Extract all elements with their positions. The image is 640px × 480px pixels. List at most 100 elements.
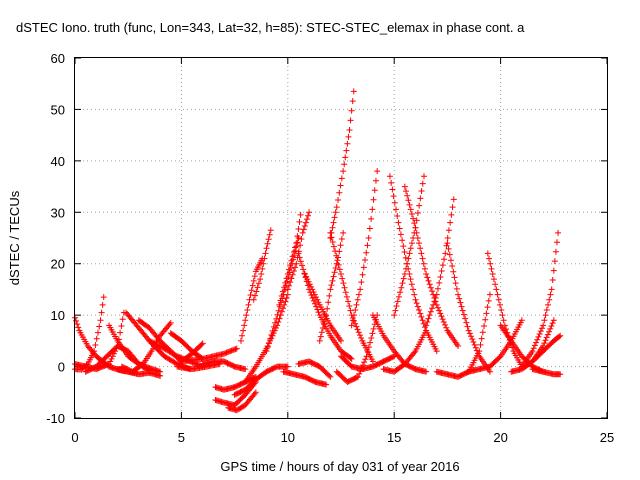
data-point: [264, 240, 271, 247]
data-point: [320, 320, 327, 327]
data-point: [465, 327, 472, 334]
data-point: [458, 303, 465, 310]
data-point: [462, 315, 469, 322]
data-point: [327, 235, 334, 241]
data-point: [324, 305, 331, 312]
data-point: [444, 235, 451, 241]
data-point: [354, 296, 361, 303]
data-point: [303, 273, 310, 280]
data-point: [273, 315, 280, 322]
data-point: [484, 250, 491, 257]
data-point: [199, 340, 206, 347]
data-point: [286, 282, 293, 289]
data-point: [349, 98, 356, 105]
data-point: [252, 389, 259, 396]
data-point: [540, 322, 547, 329]
data-point: [490, 276, 497, 283]
data-point: [251, 390, 258, 397]
data-point: [359, 362, 366, 369]
data-point: [417, 310, 424, 317]
data-point: [550, 317, 557, 324]
data-point: [455, 291, 462, 298]
data-point: [267, 227, 274, 234]
data-point: [439, 316, 446, 323]
data-point: [418, 250, 425, 257]
data-point: [401, 248, 408, 255]
data-point: [106, 361, 113, 367]
data-point: [310, 289, 317, 295]
data-point: [332, 265, 339, 271]
data-point: [318, 329, 325, 336]
data-point: [97, 317, 104, 324]
x-tick-label: 25: [600, 430, 614, 445]
data-point: [408, 240, 415, 247]
data-point: [404, 260, 411, 267]
data-point: [410, 215, 417, 222]
x-tick-label: 0: [71, 430, 78, 445]
data-point: [485, 297, 492, 304]
data-point: [293, 240, 300, 247]
data-point: [305, 212, 312, 219]
data-point: [257, 276, 264, 283]
data-point: [254, 284, 261, 291]
data-point: [361, 359, 368, 366]
data-point: [330, 243, 337, 250]
data-point: [464, 323, 471, 330]
data-point: [250, 296, 257, 303]
data-point: [290, 248, 297, 255]
data-point: [242, 366, 249, 373]
x-tick-label: 5: [178, 430, 185, 445]
data-point: [297, 258, 304, 265]
data-point: [337, 242, 344, 249]
data-point: [451, 274, 458, 281]
data-point: [275, 307, 282, 314]
data-point: [327, 229, 334, 236]
data-point: [353, 301, 360, 308]
data-point: [424, 274, 431, 281]
data-point: [489, 271, 496, 277]
data-point: [439, 262, 446, 269]
data-point: [237, 337, 244, 344]
series-35: [369, 312, 430, 375]
series-32: [333, 312, 381, 385]
data-point: [460, 311, 467, 318]
data-point: [75, 324, 82, 331]
data-point: [298, 262, 305, 269]
data-point: [425, 315, 432, 322]
data-point: [547, 325, 554, 332]
data-point: [359, 271, 366, 278]
data-point: [390, 193, 397, 200]
data-point: [393, 206, 400, 213]
data-point: [239, 332, 246, 339]
data-point: [329, 224, 336, 231]
data-point: [394, 298, 401, 305]
data-point: [299, 229, 306, 236]
data-point: [265, 236, 272, 243]
data-point: [535, 333, 542, 340]
data-point: [248, 287, 255, 294]
data-point: [419, 317, 426, 324]
data-point: [338, 337, 344, 344]
data-point: [476, 348, 483, 355]
data-point: [430, 301, 437, 308]
data-point: [406, 201, 413, 208]
data-point: [407, 276, 414, 283]
data-point: [282, 298, 289, 305]
data-point: [301, 223, 308, 229]
y-tick-label: 40: [51, 154, 65, 169]
data-point: [486, 368, 493, 375]
data-point: [311, 300, 318, 307]
data-point: [557, 371, 564, 378]
data-point: [297, 242, 304, 249]
data-point: [278, 308, 285, 315]
data-point: [157, 372, 164, 379]
data-point: [296, 254, 303, 261]
data-point: [551, 258, 558, 265]
data-point: [484, 304, 491, 311]
data-point: [411, 220, 418, 227]
data-point: [323, 381, 330, 388]
data-point: [244, 307, 251, 313]
data-point: [357, 286, 364, 293]
data-point: [297, 211, 304, 218]
data-point: [412, 224, 419, 231]
